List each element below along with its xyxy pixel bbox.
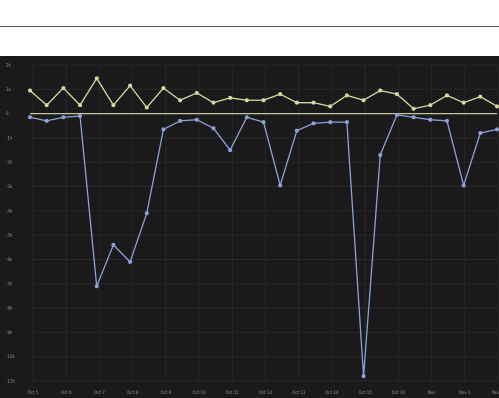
- data-point[interactable]: [378, 88, 383, 93]
- data-point[interactable]: [361, 374, 366, 379]
- data-point[interactable]: [294, 100, 299, 105]
- data-point[interactable]: [394, 92, 399, 97]
- data-point[interactable]: [161, 86, 166, 91]
- data-point[interactable]: [128, 83, 133, 88]
- x-tick-label: Oct 9: [160, 390, 171, 395]
- y-tick-label: 2k: [6, 63, 12, 68]
- y-tick-label: -4k: [6, 208, 13, 213]
- data-point[interactable]: [94, 76, 99, 81]
- data-point[interactable]: [311, 121, 316, 126]
- data-point[interactable]: [495, 127, 499, 132]
- y-tick-label: -8k: [6, 306, 13, 311]
- data-point[interactable]: [78, 103, 83, 108]
- series-layer: [28, 76, 499, 379]
- x-axis: Oct 5 Oct 6 Oct 7 Oct 8 Oct 9 Oct 10 Oct 11 Oct…: [28, 390, 499, 395]
- data-point[interactable]: [244, 98, 249, 103]
- x-tick-label: Nov 2: [459, 390, 471, 395]
- y-tick-label: -6k: [6, 257, 13, 262]
- data-point[interactable]: [278, 92, 283, 97]
- data-point[interactable]: [344, 93, 349, 98]
- data-point[interactable]: [478, 131, 483, 136]
- data-point[interactable]: [294, 128, 299, 133]
- y-tick-label: -9k: [6, 330, 13, 335]
- data-point[interactable]: [361, 98, 366, 103]
- y-tick-label: -2k: [6, 160, 13, 165]
- data-point[interactable]: [111, 242, 116, 247]
- y-axis: 2k 1k 0 -1k -2k -3k -4k -5k -6k -7k -8k -9k -10k -11k: [6, 63, 16, 384]
- y-tick-label: 0: [6, 111, 9, 116]
- data-point[interactable]: [344, 120, 349, 125]
- y-tick-label: 1k: [6, 87, 12, 92]
- y-tick-label: -1k: [6, 135, 13, 140]
- x-tick-label: Oct 13: [292, 390, 306, 395]
- data-point[interactable]: [111, 103, 116, 108]
- y-tick-label: -10k: [6, 354, 16, 359]
- x-tick-label: Oct 6: [61, 390, 72, 395]
- y-tick-label: -5k: [6, 233, 13, 238]
- y-tick-label: -11k: [6, 379, 16, 384]
- x-tick-label: Nov 3: [492, 390, 499, 395]
- data-point[interactable]: [328, 120, 333, 125]
- x-tick-label: Oct 14: [325, 390, 339, 395]
- x-tick-label: Oct 12: [259, 390, 273, 395]
- data-point[interactable]: [194, 117, 199, 122]
- series-line-1: [29, 77, 498, 110]
- data-point[interactable]: [44, 103, 49, 108]
- data-point[interactable]: [61, 115, 66, 120]
- data-point[interactable]: [461, 183, 466, 188]
- x-tick-label: Oct 15: [359, 390, 373, 395]
- chart-panel: 2k 1k 0 -1k -2k -3k -4k -5k -6k -7k -8k -9k -10k -11k…: [0, 56, 499, 398]
- data-point[interactable]: [261, 120, 266, 125]
- grid: [30, 64, 499, 382]
- data-point[interactable]: [178, 118, 183, 123]
- series-line-2: [29, 114, 498, 377]
- x-tick-label: Oct 8: [127, 390, 138, 395]
- data-point[interactable]: [28, 115, 32, 120]
- x-tick-label: Oct 11: [226, 390, 240, 395]
- data-point[interactable]: [461, 100, 466, 105]
- data-point[interactable]: [328, 104, 333, 109]
- data-point[interactable]: [478, 94, 483, 99]
- data-point[interactable]: [428, 117, 433, 122]
- data-point[interactable]: [278, 183, 283, 188]
- data-point[interactable]: [495, 104, 499, 109]
- data-point[interactable]: [144, 105, 149, 110]
- y-tick-label: -3k: [6, 184, 13, 189]
- data-point[interactable]: [261, 98, 266, 103]
- x-tick-label: Oct 7: [94, 390, 105, 395]
- x-tick-label: Oct 5: [28, 390, 39, 395]
- data-point[interactable]: [378, 152, 383, 157]
- data-point[interactable]: [411, 106, 416, 111]
- data-point[interactable]: [444, 93, 449, 98]
- y-tick-label: -7k: [6, 281, 13, 286]
- data-point[interactable]: [94, 284, 99, 289]
- data-point[interactable]: [78, 114, 83, 119]
- data-point[interactable]: [44, 118, 49, 123]
- data-point[interactable]: [428, 103, 433, 108]
- top-divider: [0, 26, 499, 27]
- data-point[interactable]: [128, 259, 133, 264]
- data-point[interactable]: [244, 115, 249, 120]
- data-point[interactable]: [411, 115, 416, 120]
- data-point[interactable]: [211, 100, 216, 105]
- data-point[interactable]: [178, 98, 183, 103]
- data-point[interactable]: [444, 118, 449, 123]
- x-tick-label: Oct 16: [392, 390, 406, 395]
- data-point[interactable]: [61, 86, 66, 91]
- data-point[interactable]: [194, 90, 199, 95]
- data-point[interactable]: [28, 88, 32, 93]
- line-chart: 2k 1k 0 -1k -2k -3k -4k -5k -6k -7k -8k -9k -10k -11k…: [6, 63, 499, 395]
- data-point[interactable]: [311, 100, 316, 105]
- data-point[interactable]: [228, 148, 233, 153]
- data-point[interactable]: [161, 127, 166, 132]
- data-point[interactable]: [144, 211, 149, 216]
- data-point[interactable]: [394, 112, 399, 117]
- x-tick-label: Nov: [428, 390, 436, 395]
- data-point[interactable]: [228, 95, 233, 100]
- data-point[interactable]: [211, 126, 216, 131]
- x-tick-label: Oct 10: [192, 390, 206, 395]
